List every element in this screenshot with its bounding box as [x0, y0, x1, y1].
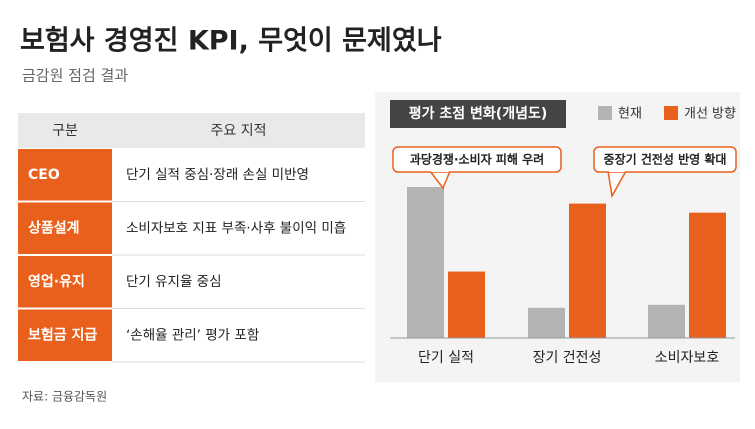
- annotation: 중장기 건전성 반영 확대: [604, 152, 727, 167]
- row-label: 보험금 지급: [28, 326, 97, 343]
- callout-tail: [607, 170, 627, 199]
- legend-label: 개선 방향: [684, 107, 736, 122]
- row-text: 소비자보호 지표 부족·사후 불이익 미흡: [126, 220, 346, 236]
- x-tick-label: 단기 실적: [418, 350, 474, 366]
- table-header-bg: [18, 113, 365, 148]
- chart-title: 평가 초점 변화(개념도): [409, 105, 547, 122]
- annotation: 과당경쟁·소비자 피해 우려: [410, 152, 544, 167]
- row-label-bg: [18, 309, 112, 361]
- legend-label: 현재: [618, 107, 642, 122]
- row-label: CEO: [28, 167, 60, 183]
- bar: [407, 187, 444, 338]
- bar: [648, 304, 685, 338]
- row-text: 단기 실적 중심·장래 손실 미반영: [126, 167, 309, 183]
- legend-swatch: [598, 106, 612, 120]
- callout-cover: [431, 169, 449, 172]
- subtitle: 금감원 점검 결과: [22, 67, 128, 85]
- row-label: 상품설계: [28, 220, 80, 236]
- legend-swatch: [664, 106, 678, 120]
- row-label-bg: [18, 202, 112, 254]
- bar: [448, 271, 485, 338]
- table-header-cell: 주요 지적: [211, 123, 267, 139]
- bar: [569, 203, 606, 338]
- x-tick-label: 장기 건전성: [533, 350, 602, 366]
- row-text: ‘손해율 관리’ 평가 포함: [126, 327, 259, 343]
- row-label-bg: [18, 149, 112, 201]
- row-label: 영업·유지: [28, 273, 85, 290]
- x-tick-label: 소비자보호: [655, 350, 720, 366]
- callout-tail: [429, 170, 451, 190]
- callout-box: [593, 146, 737, 173]
- bar: [689, 212, 726, 338]
- chart-title-box: [390, 100, 566, 128]
- source: 자료: 금융감독원: [22, 390, 107, 404]
- row-text: 단기 유지율 중심: [126, 274, 222, 290]
- title: 보험사 경영진 KPI, 무엇이 문제였나: [20, 26, 442, 57]
- table-header-cell: 구분: [52, 123, 78, 139]
- callout-box: [392, 146, 562, 173]
- row-label-bg: [18, 256, 112, 308]
- callout-cover: [609, 169, 625, 172]
- bar: [528, 307, 565, 338]
